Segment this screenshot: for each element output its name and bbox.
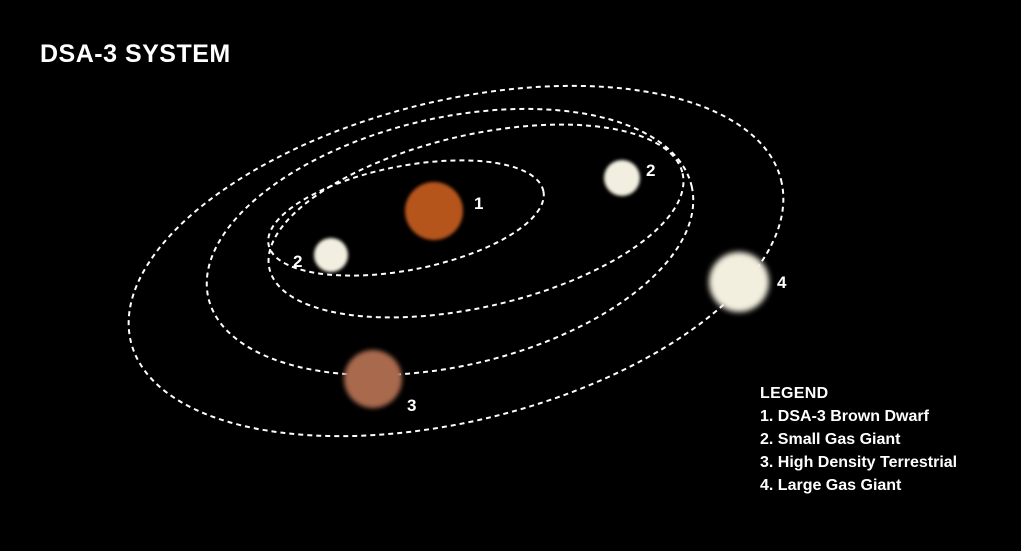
high-density-terrestrial xyxy=(344,350,402,408)
label-small-gas-giant-outer: 2 xyxy=(646,161,655,180)
orbit-4 xyxy=(127,84,785,438)
legend-item-small-gas-giant: 2. Small Gas Giant xyxy=(760,431,901,448)
legend-item-brown-dwarf: 1. DSA-3 Brown Dwarf xyxy=(760,408,929,425)
label-high-density-terrestrial: 3 xyxy=(407,396,416,415)
legend: LEGEND 1. DSA-3 Brown Dwarf 2. Small Gas… xyxy=(760,383,957,497)
orbit-2 xyxy=(267,123,685,319)
label-large-gas-giant: 4 xyxy=(777,273,787,292)
brown-dwarf xyxy=(405,182,463,240)
diagram-title: DSA-3 SYSTEM xyxy=(40,40,231,68)
small-gas-giant-inner xyxy=(314,238,348,272)
legend-title: LEGEND xyxy=(760,385,829,402)
large-gas-giant xyxy=(709,252,769,312)
orbit-1 xyxy=(267,159,545,277)
label-small-gas-giant-inner: 2 xyxy=(293,252,302,271)
legend-item-high-density-terrestrial: 3. High Density Terrestrial xyxy=(760,454,958,471)
label-brown-dwarf: 1 xyxy=(474,194,483,213)
legend-item-large-gas-giant: 4. Large Gas Giant xyxy=(760,477,902,494)
small-gas-giant-outer xyxy=(604,160,640,196)
orbit-3 xyxy=(205,107,695,377)
